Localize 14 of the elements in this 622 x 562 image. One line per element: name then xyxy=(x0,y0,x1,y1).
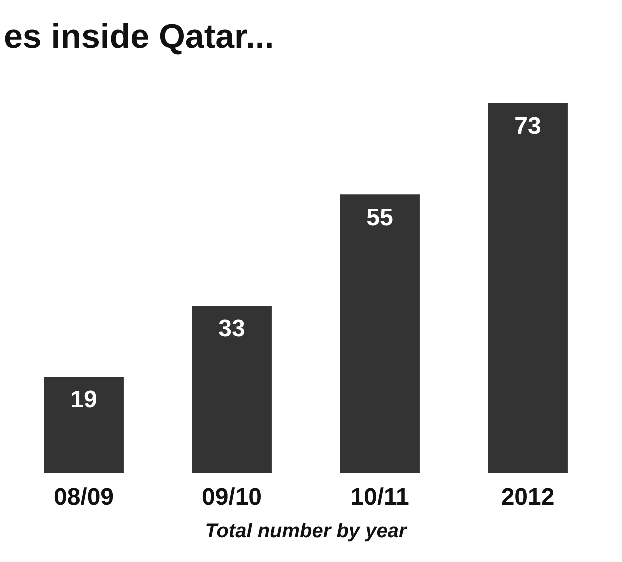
bar xyxy=(340,194,420,474)
x-tick-label: 10/11 xyxy=(350,484,410,512)
data-label: 55 xyxy=(366,204,394,232)
data-label: 73 xyxy=(514,113,542,140)
x-tick-label: 08/09 xyxy=(54,484,114,512)
x-tick-label: 2012 xyxy=(501,484,555,512)
bar xyxy=(44,376,124,474)
bar xyxy=(488,103,568,474)
x-axis-title: Total number by year xyxy=(205,520,408,543)
x-tick-label: 09/10 xyxy=(202,484,262,512)
chart-title: es inside Qatar... xyxy=(3,17,276,58)
data-label: 33 xyxy=(218,316,246,343)
bar xyxy=(192,306,272,474)
data-label: 19 xyxy=(70,386,98,414)
